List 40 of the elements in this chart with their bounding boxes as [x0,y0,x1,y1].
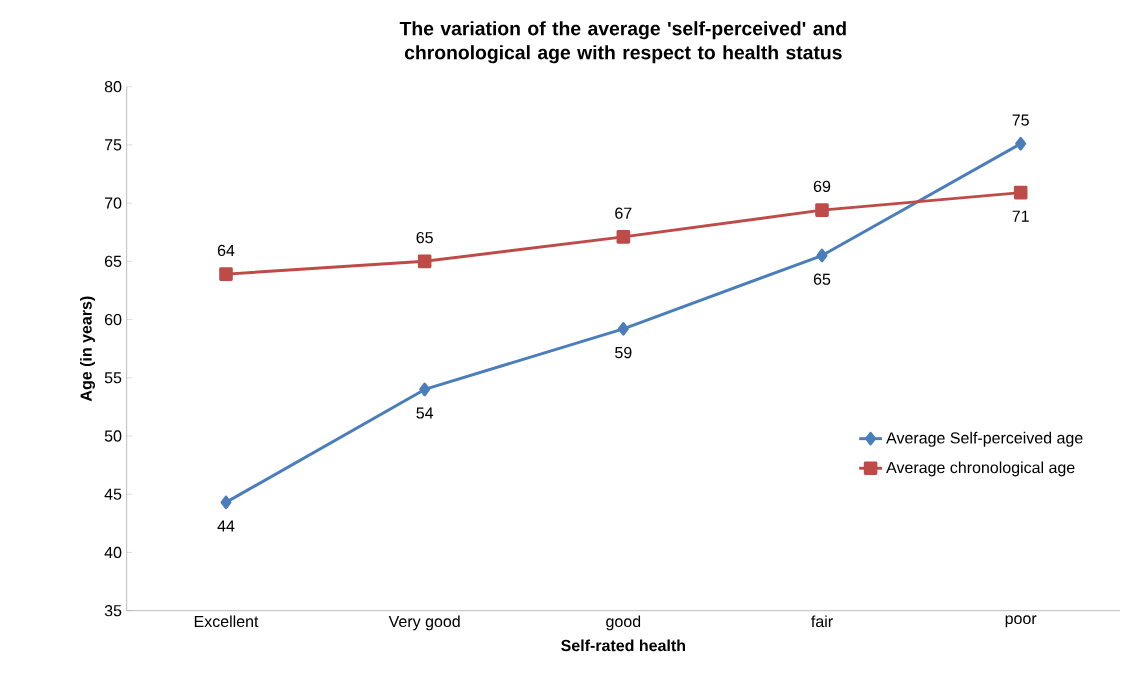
point [219,267,233,282]
data-label: 54 [416,407,434,419]
point [1015,137,1027,151]
point [816,248,828,263]
x-tick-label: poor [1005,615,1037,628]
chart-title: The variation of the average 'self-perceived' and chronological age with respect to health status [399,21,846,64]
data-label: 65 [813,273,831,286]
point [815,203,829,218]
y-tick-label: 60 [104,314,122,326]
data-label: 69 [813,180,831,193]
y-tick-label: 70 [104,197,122,209]
point [1013,185,1028,200]
point [220,495,232,510]
data-label: 75 [1012,114,1029,126]
data-label: 44 [217,520,235,532]
y-axis-title: Age (in years) [80,296,95,402]
x-tick-label: good [606,615,641,631]
data-label: 65 [416,232,433,244]
y-tick-label: 65 [104,255,122,268]
y-tick-label: 45 [104,488,122,500]
data-label: 59 [615,347,632,359]
y-tick-label: 35 [104,605,122,617]
y-tick-label: 55 [104,372,122,384]
data-label: 64 [217,244,235,257]
point [617,322,629,336]
x-tick-label: Very good [388,615,460,631]
y-tick-label: 40 [104,546,122,559]
x-tick-label: Excellent [194,615,259,628]
y-tick-label: 80 [104,81,122,93]
point [419,382,431,397]
x-axis-title: Self-rated health [561,639,686,652]
point [616,230,631,244]
y-tick-label: 50 [104,430,122,442]
legend-label: Average chronological age [886,461,1075,477]
legend-label: Average Self-perceived age [886,432,1083,447]
data-label: 71 [1012,210,1029,222]
point [417,254,432,269]
x-tick-label: fair [811,615,833,628]
data-label: 67 [615,207,632,219]
y-tick-label: 75 [104,139,122,151]
